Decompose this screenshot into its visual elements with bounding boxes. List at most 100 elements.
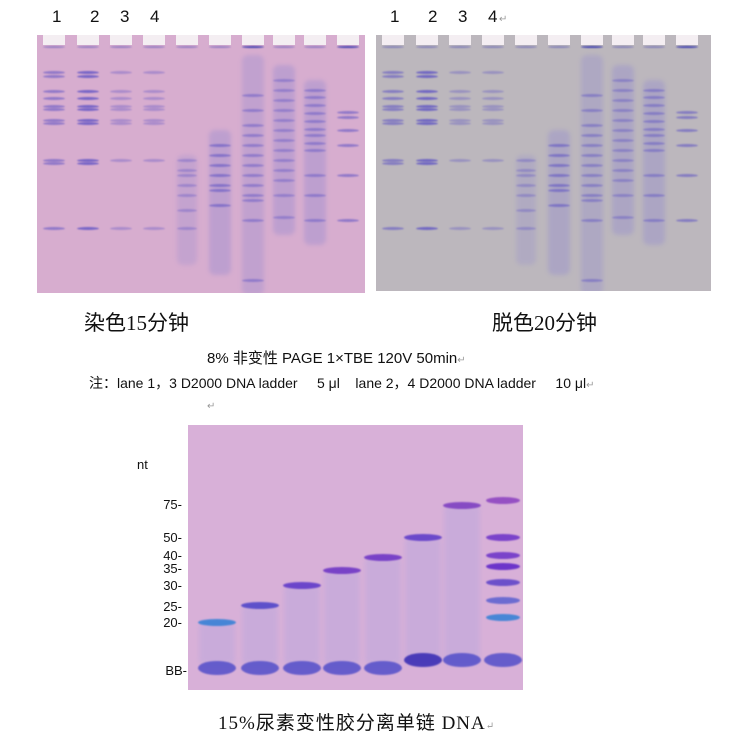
gel-band xyxy=(177,173,197,177)
gel-band xyxy=(242,278,264,282)
gel-band xyxy=(443,653,481,667)
gel-well xyxy=(273,35,295,45)
gel-band xyxy=(382,70,404,74)
gel-band xyxy=(482,121,504,125)
gel-band xyxy=(283,581,321,589)
size-marker-35: 35- xyxy=(163,561,182,576)
gel-smear xyxy=(273,65,295,235)
gel-band xyxy=(548,153,570,157)
gel-band xyxy=(581,183,603,187)
gel-band xyxy=(416,121,438,125)
gel-band xyxy=(273,46,295,48)
gel-smear xyxy=(405,537,441,665)
gel-band xyxy=(143,89,165,93)
gel-band xyxy=(242,193,264,197)
gel-band xyxy=(110,70,132,74)
gel-band xyxy=(643,127,665,131)
gel-band xyxy=(323,661,361,675)
gel-band xyxy=(43,158,65,162)
gel-band xyxy=(404,653,442,667)
gel-band xyxy=(482,107,504,111)
gel-conditions: 8% 非变性 PAGE 1×TBE 120V 50min↵ xyxy=(207,350,466,367)
gel-band xyxy=(77,118,99,122)
gel-band xyxy=(304,119,326,123)
gel-band xyxy=(110,89,132,93)
gel-band xyxy=(242,108,264,112)
lane-label-2: 2 xyxy=(90,7,100,26)
gel-band xyxy=(516,193,536,197)
size-marker-75: 75- xyxy=(163,497,182,512)
gel-band xyxy=(209,183,231,187)
gel-band xyxy=(581,133,603,137)
gel-band xyxy=(612,148,634,152)
gel-well xyxy=(643,35,665,45)
gel-band xyxy=(416,118,438,122)
gel-band xyxy=(612,98,634,102)
gel-band xyxy=(43,161,65,165)
gel-well xyxy=(110,35,132,45)
gel-well xyxy=(612,35,634,45)
lane-label-3: 3 xyxy=(458,7,468,26)
gel-band xyxy=(110,121,132,125)
gel-band xyxy=(676,143,698,147)
gel-band xyxy=(177,183,197,187)
gel-band xyxy=(516,183,536,187)
gel-band xyxy=(198,661,236,675)
gel-band xyxy=(486,496,520,504)
gel-band xyxy=(581,193,603,197)
gel-band xyxy=(416,158,438,162)
caption-denaturing: 15%尿素变性胶分离单链 DNA↵ xyxy=(218,713,496,734)
gel-well xyxy=(382,35,404,45)
gel-well xyxy=(515,35,537,45)
gel-band xyxy=(43,107,65,111)
lane-label-2: 2 xyxy=(428,7,438,26)
unit-label: nt xyxy=(137,457,148,472)
gel-band xyxy=(242,46,264,48)
gel-band xyxy=(612,168,634,172)
gel-band xyxy=(482,46,504,48)
gel-band xyxy=(273,108,295,112)
gel-band xyxy=(177,193,197,197)
gel-band xyxy=(676,218,698,222)
gel-image-denaturing xyxy=(188,425,523,690)
gel-band xyxy=(77,107,99,111)
gel-band xyxy=(143,46,165,48)
gel-band xyxy=(581,198,603,202)
size-marker-25: 25- xyxy=(163,599,182,614)
gel-band xyxy=(304,46,326,48)
gel-well xyxy=(337,35,359,45)
gel-band xyxy=(581,123,603,127)
gel-band xyxy=(110,118,132,122)
gel-band xyxy=(516,226,536,230)
gel-band xyxy=(486,578,520,586)
gel-band xyxy=(449,46,471,48)
gel-band xyxy=(404,533,442,541)
gel-band xyxy=(273,138,295,142)
gel-band xyxy=(515,46,537,48)
gel-band xyxy=(110,96,132,100)
gel-smear xyxy=(516,155,536,265)
gel-band xyxy=(273,118,295,122)
gel-band xyxy=(337,143,359,147)
gel-band xyxy=(486,596,520,604)
gel-band xyxy=(449,118,471,122)
gel-well xyxy=(482,35,504,45)
gel-band xyxy=(143,226,165,230)
gel-band xyxy=(382,107,404,111)
gel-band xyxy=(241,601,279,609)
gel-band xyxy=(382,46,404,48)
gel-band xyxy=(77,74,99,78)
size-marker-50: 50- xyxy=(163,530,182,545)
gel-band xyxy=(416,89,438,93)
gel-band xyxy=(548,46,570,48)
gel-band xyxy=(484,653,522,667)
gel-band xyxy=(443,501,481,509)
gel-band xyxy=(482,89,504,93)
gel-band xyxy=(273,78,295,82)
gel-band xyxy=(209,188,231,192)
gel-smear xyxy=(365,557,401,665)
gel-band xyxy=(416,107,438,111)
gel-smear xyxy=(242,605,278,665)
paragraph-mark: ↵ xyxy=(207,401,216,412)
gel-band xyxy=(273,178,295,182)
